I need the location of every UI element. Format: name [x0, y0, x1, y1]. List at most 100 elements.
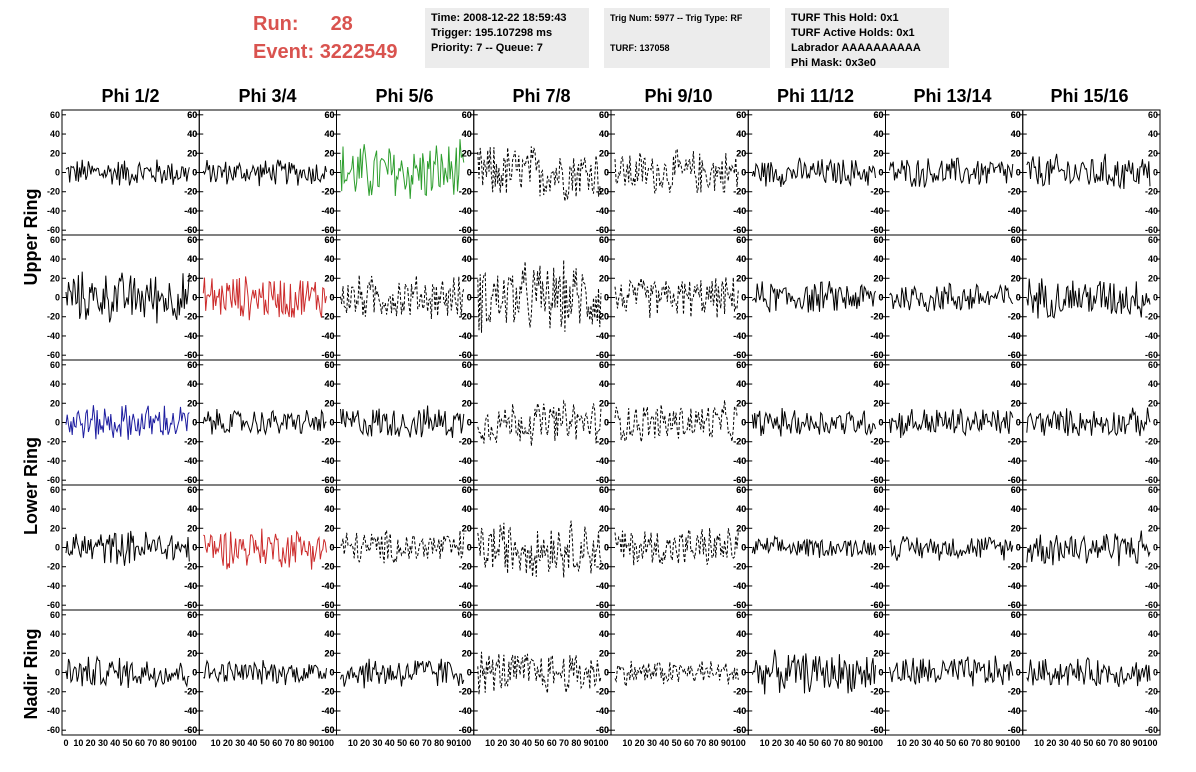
y-tick-label: -20 — [321, 562, 334, 572]
y-tick-label: -60 — [47, 225, 60, 235]
y-tick-label: 20 — [324, 273, 334, 283]
run-line: Run: 28 — [253, 10, 398, 38]
y-tick-label: -60 — [870, 600, 883, 610]
y-tick-label: 20 — [50, 648, 60, 658]
y-tick-label: 0 — [878, 168, 883, 178]
y-tick-label: 40 — [599, 129, 609, 139]
x-tick-label: 60 — [1096, 738, 1106, 748]
y-tick-label: 0 — [329, 168, 334, 178]
y-tick-label: -40 — [870, 706, 883, 716]
y-tick-label: 20 — [50, 148, 60, 158]
y-tick-label: 0 — [192, 293, 197, 303]
y-tick-label: 0 — [55, 168, 60, 178]
y-tick-label: 60 — [599, 110, 609, 120]
y-tick-label: 60 — [324, 485, 334, 495]
y-tick-label: -20 — [733, 312, 746, 322]
waveform-panel: -60 -60 -40 -40 -20 -20 0 0 20 20 40 40 60 60 — [321, 359, 475, 486]
y-tick-label: -60 — [733, 725, 746, 735]
y-tick-label: 20 — [187, 273, 197, 283]
y-tick-label: 20 — [1011, 148, 1021, 158]
y-tick-label: -40 — [47, 206, 60, 216]
y-tick-label: 60 — [187, 110, 197, 120]
y-tick-label: -60 — [1008, 225, 1021, 235]
y-tick-label: 40 — [187, 504, 197, 514]
waveform-panel: -60 -60 -40 -40 -20 -20 0 0 20 20 40 40 60 60 — [184, 359, 337, 486]
y-tick-label: 0 — [604, 293, 609, 303]
y-tick-label: -40 — [321, 706, 334, 716]
x-tick-label: 100 — [731, 738, 746, 748]
x-tick-label: 60 — [409, 738, 419, 748]
waveform-trace — [614, 660, 739, 689]
waveform-panel: -60 -60 -40 -40 -20 -20 0 0 20 20 40 40 60 60 — [870, 109, 1024, 236]
y-tick-label: 40 — [187, 629, 197, 639]
waveform-panel: -60 -60 -40 -40 -20 -20 0 0 20 20 40 40 60 60 — [47, 109, 200, 236]
waveform-trace — [65, 159, 190, 186]
y-tick-label: -20 — [870, 312, 883, 322]
y-tick-label: -40 — [733, 206, 746, 216]
waveform-trace — [65, 530, 190, 566]
y-tick-label: 60 — [324, 360, 334, 370]
y-tick-label: -40 — [47, 331, 60, 341]
y-tick-label: -40 — [1008, 456, 1021, 466]
y-tick-label: 60 — [1148, 360, 1158, 370]
x-tick-label: 80 — [571, 738, 581, 748]
x-tick-label: 100 — [593, 738, 608, 748]
y-tick-label: -20 — [1008, 687, 1021, 697]
run-value: 28 — [330, 13, 353, 35]
y-tick-label: 0 — [878, 293, 883, 303]
y-tick-label: -40 — [459, 456, 472, 466]
panel-frame — [198, 484, 337, 611]
y-tick-label: -60 — [733, 350, 746, 360]
y-tick-label: 20 — [873, 273, 883, 283]
y-tick-label: 0 — [329, 418, 334, 428]
y-tick-label: 20 — [1148, 273, 1158, 283]
x-tick-label: 20 — [635, 738, 645, 748]
y-tick-label: -60 — [321, 225, 334, 235]
y-tick-label: 60 — [873, 610, 883, 620]
y-tick-label: -60 — [1145, 600, 1158, 610]
x-tick-label: 70 — [559, 738, 569, 748]
y-tick-label: -20 — [733, 687, 746, 697]
y-tick-label: -60 — [184, 225, 197, 235]
y-tick-label: 0 — [329, 418, 334, 428]
waveform-trace — [65, 404, 190, 440]
y-tick-label: -60 — [321, 475, 334, 485]
waveform-panel: -60 -60 -40 -40 -20 -20 0 0 20 20 40 40 60 60 — [733, 484, 886, 611]
x-tick-label: 80 — [297, 738, 307, 748]
y-tick-label: -60 — [184, 475, 197, 485]
y-tick-label: 40 — [1148, 254, 1158, 264]
y-tick-label: 60 — [873, 110, 883, 120]
column-header: Phi 13/14 — [913, 86, 992, 106]
y-tick-label: 20 — [873, 148, 883, 158]
y-tick-label: 60 — [599, 360, 609, 370]
x-tick-label: 90 — [858, 738, 868, 748]
y-tick-label: -40 — [596, 581, 609, 591]
y-tick-label: 40 — [1011, 254, 1021, 264]
y-tick-label: -60 — [459, 725, 472, 735]
y-tick-label: -20 — [459, 562, 472, 572]
y-tick-label: 40 — [50, 504, 60, 514]
y-tick-label: 40 — [599, 504, 609, 514]
y-tick-label: 20 — [736, 523, 746, 533]
y-tick-label: 20 — [599, 523, 609, 533]
y-tick-label: -40 — [1145, 456, 1158, 466]
y-tick-label: -60 — [459, 600, 472, 610]
y-tick-label: 40 — [187, 504, 197, 514]
x-tick-label: 90 — [172, 738, 182, 748]
y-tick-label: -40 — [321, 331, 334, 341]
y-tick-label: -20 — [733, 312, 746, 322]
waveform-trace — [1026, 278, 1151, 319]
y-tick-label: 40 — [1011, 504, 1021, 514]
y-tick-label: 20 — [1011, 648, 1021, 658]
y-tick-label: 40 — [324, 129, 334, 139]
y-tick-label: 0 — [1153, 668, 1158, 678]
y-tick-label: -20 — [733, 562, 746, 572]
y-tick-label: 40 — [1011, 379, 1021, 389]
y-tick-label: 0 — [329, 293, 334, 303]
y-tick-label: -60 — [184, 600, 197, 610]
y-tick-label: 40 — [599, 379, 609, 389]
y-tick-label: 20 — [873, 648, 883, 658]
x-tick-label: 100 — [456, 738, 471, 748]
waveform-trace — [614, 528, 739, 566]
y-tick-label: -60 — [870, 350, 883, 360]
